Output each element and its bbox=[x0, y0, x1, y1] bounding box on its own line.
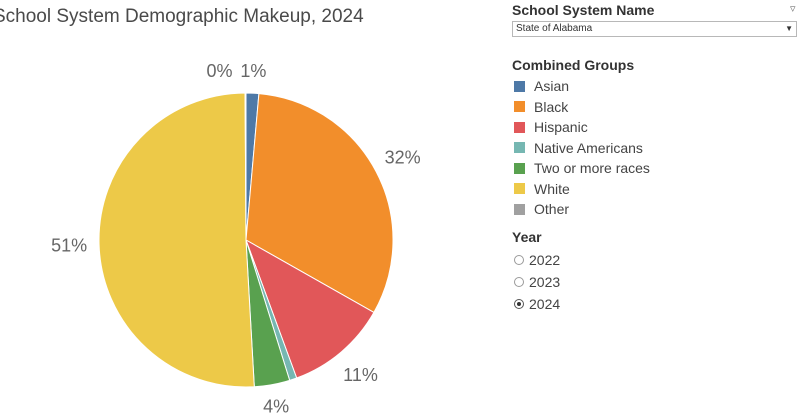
year-option-2022[interactable]: 2022 bbox=[514, 249, 560, 271]
legend-label: Other bbox=[534, 201, 570, 218]
legend-title: Combined Groups bbox=[512, 57, 635, 73]
legend-item[interactable]: Hispanic bbox=[514, 117, 650, 138]
legend-swatch bbox=[514, 162, 525, 174]
legend-swatch bbox=[514, 142, 525, 154]
pie-slice-black[interactable] bbox=[245, 93, 394, 314]
pie-slice-white[interactable] bbox=[98, 92, 255, 388]
pie-slice-other[interactable] bbox=[244, 92, 247, 241]
radio-button[interactable] bbox=[514, 299, 524, 309]
school-system-dropdown[interactable]: State of Alabama ▼ bbox=[512, 21, 797, 37]
legend-item[interactable]: Other bbox=[514, 199, 650, 220]
chevron-down-icon: ▼ bbox=[785, 24, 793, 33]
slice-label: 1% bbox=[240, 61, 266, 81]
year-option-2024[interactable]: 2024 bbox=[514, 293, 560, 315]
slice-label: 51% bbox=[51, 236, 87, 256]
legend-item[interactable]: Asian bbox=[514, 76, 650, 97]
year-option-label: 2024 bbox=[529, 296, 561, 312]
school-system-selected: State of Alabama bbox=[516, 23, 593, 34]
radio-button[interactable] bbox=[514, 255, 524, 265]
year-title: Year bbox=[512, 229, 542, 245]
legend-item[interactable]: Black bbox=[514, 97, 650, 118]
pie-chart[interactable]: 1% 32% 11% 4% 51% 0% bbox=[0, 0, 500, 419]
legend-swatch bbox=[514, 121, 525, 133]
year-option-label: 2023 bbox=[529, 274, 561, 290]
pie-slice-hispanic[interactable] bbox=[245, 238, 375, 379]
slice-label: 0% bbox=[206, 61, 232, 81]
legend-label: Native Americans bbox=[534, 139, 643, 156]
filter-title: School System Name bbox=[512, 2, 655, 18]
legend-swatch bbox=[514, 80, 525, 92]
legend-item[interactable]: White bbox=[514, 179, 650, 200]
legend-label: Asian bbox=[534, 78, 570, 95]
legend-label: White bbox=[534, 180, 570, 197]
legend-label: Hispanic bbox=[534, 119, 588, 136]
year-option-label: 2022 bbox=[529, 252, 561, 268]
filter-icon[interactable]: ▿ bbox=[790, 3, 796, 15]
year-radio-group[interactable]: 2022 2023 2024 bbox=[514, 249, 560, 315]
legend-item[interactable]: Two or more races bbox=[514, 158, 650, 179]
legend-item[interactable]: Native Americans bbox=[514, 138, 650, 159]
chart-title: School System Demographic Makeup, 2024 bbox=[0, 6, 364, 27]
legend: Asian Black Hispanic Native Americans Two or… bbox=[514, 76, 650, 220]
year-option-2023[interactable]: 2023 bbox=[514, 271, 560, 293]
slice-label: 4% bbox=[263, 396, 289, 416]
legend-label: Black bbox=[534, 98, 569, 115]
slice-label: 11% bbox=[343, 365, 378, 385]
slice-label: 32% bbox=[385, 148, 421, 168]
radio-button[interactable] bbox=[514, 277, 524, 287]
legend-label: Two or more races bbox=[534, 160, 650, 177]
legend-swatch bbox=[514, 203, 525, 215]
legend-swatch bbox=[514, 101, 525, 113]
legend-swatch bbox=[514, 183, 525, 195]
